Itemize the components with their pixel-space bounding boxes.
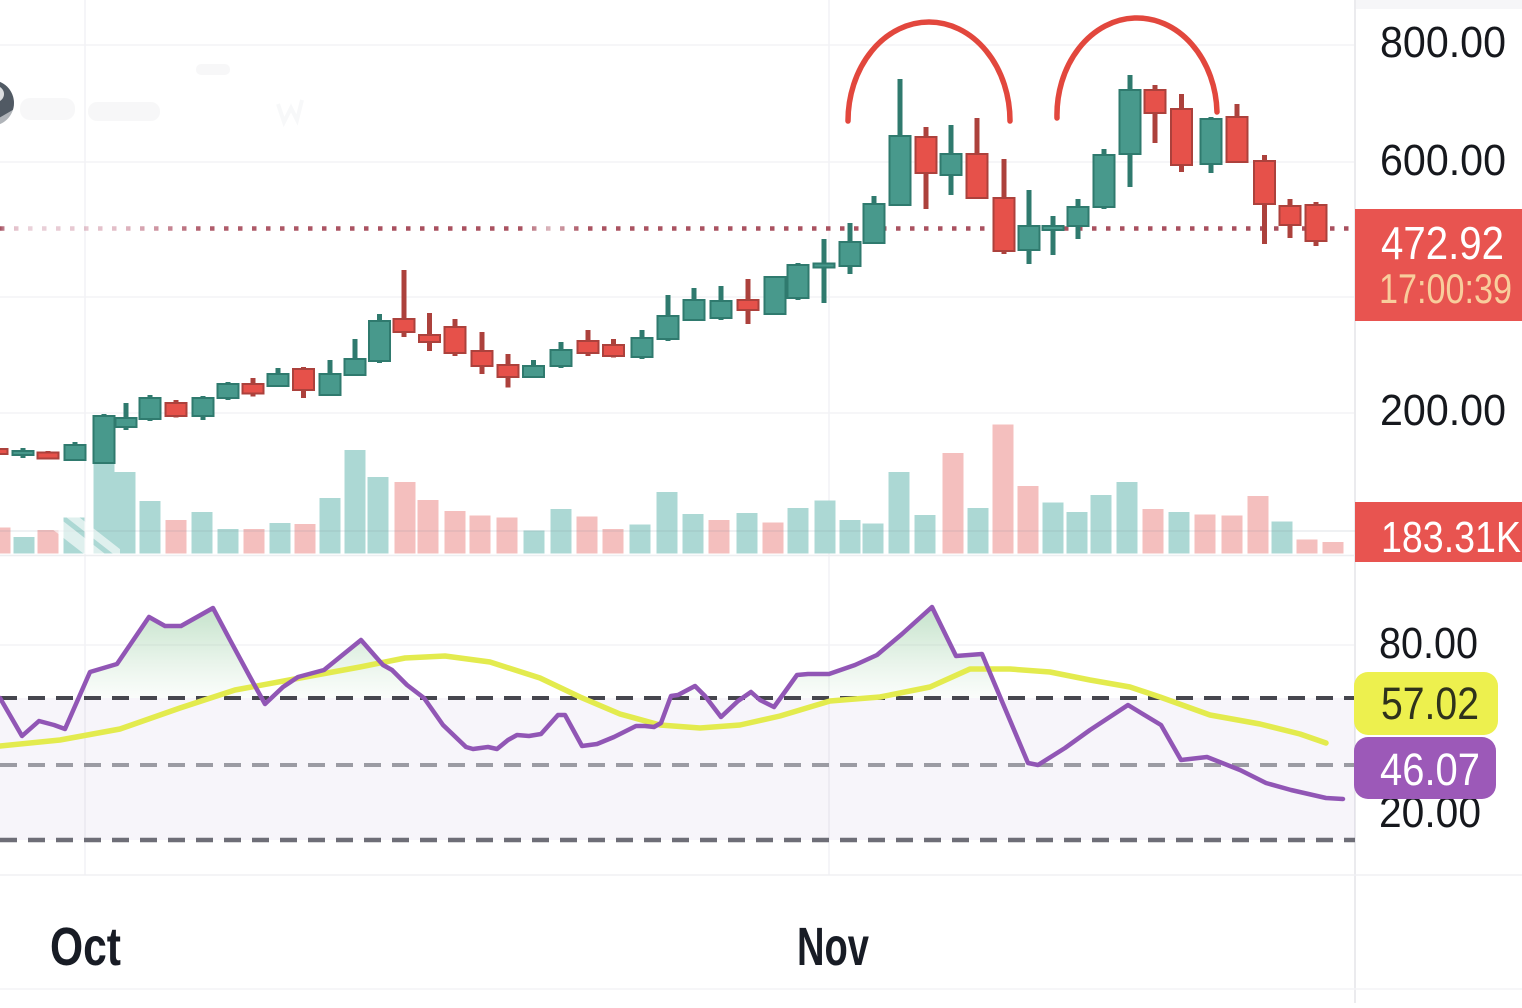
svg-text:600.00: 600.00 xyxy=(1380,136,1506,185)
svg-text:183.31K: 183.31K xyxy=(1381,513,1521,562)
svg-text:800.00: 800.00 xyxy=(1380,18,1506,67)
svg-text:Nov: Nov xyxy=(797,917,869,977)
svg-text:80.00: 80.00 xyxy=(1379,619,1478,668)
svg-text:Oct: Oct xyxy=(50,917,121,977)
svg-text:46.07: 46.07 xyxy=(1380,744,1480,795)
svg-text:57.02: 57.02 xyxy=(1381,678,1479,729)
svg-text:472.92: 472.92 xyxy=(1381,217,1504,269)
svg-text:17:00:39: 17:00:39 xyxy=(1379,265,1512,312)
svg-text:200.00: 200.00 xyxy=(1380,386,1506,435)
